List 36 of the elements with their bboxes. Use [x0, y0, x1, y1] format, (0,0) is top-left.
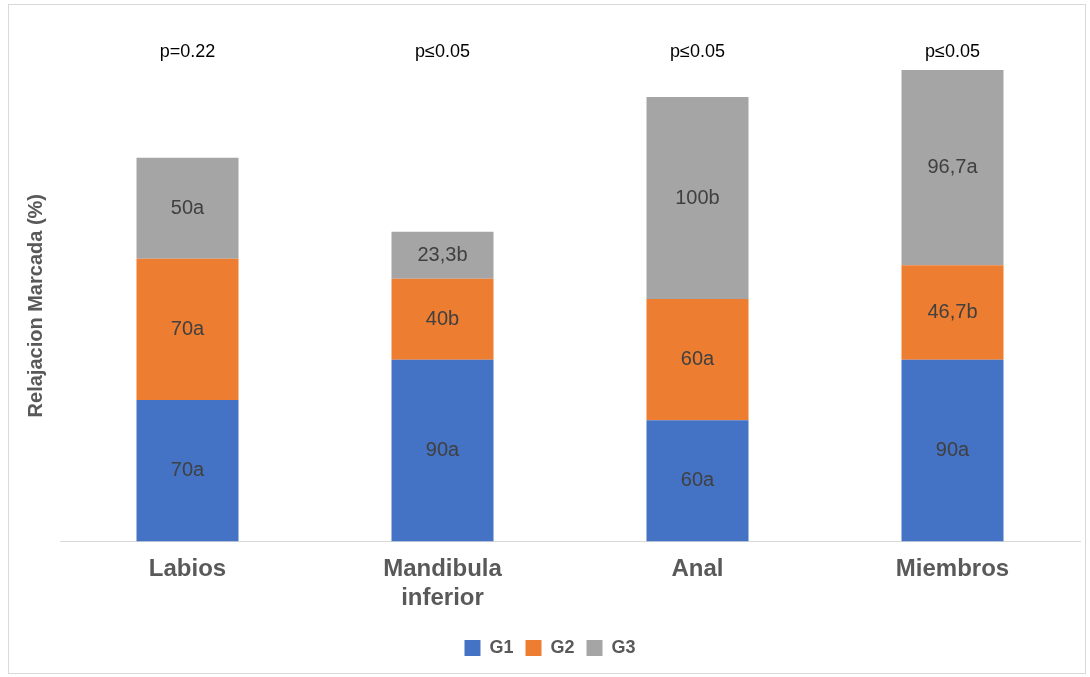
bar	[901, 70, 1004, 266]
x-tick-label: Mandibula inferior	[383, 554, 503, 611]
text: p≤0.05	[415, 40, 470, 61]
data-label: 100b	[675, 185, 720, 208]
bar	[646, 299, 749, 421]
text: p=0.22	[159, 40, 216, 61]
legend-label: G1	[489, 636, 514, 657]
bar	[646, 97, 749, 300]
data-label: 70a	[170, 316, 206, 339]
data-label: 40b	[425, 306, 460, 329]
bar	[136, 400, 239, 542]
legend-label: G3	[611, 636, 636, 657]
data-label: 60a	[680, 347, 716, 370]
data-label: 23,3b	[417, 242, 468, 265]
data-label: 90a	[935, 438, 971, 461]
text: p≤0.05	[670, 40, 725, 61]
x-tick-label: Anal	[671, 554, 724, 582]
bar	[136, 258, 239, 401]
data-label: 60a	[680, 468, 716, 491]
x-tick-label: Miembros	[895, 554, 1010, 582]
bar	[901, 359, 1004, 542]
data-label: 50a	[170, 195, 206, 218]
text: p≤0.05	[925, 40, 980, 61]
x-tick-label: Labios	[148, 554, 227, 582]
y-axis-title: Relajacion Marcada (%)	[23, 193, 46, 418]
legend-label: G2	[550, 636, 575, 657]
bar	[646, 420, 749, 542]
bar	[391, 231, 494, 279]
data-label: 46,7b	[927, 299, 978, 322]
bar	[136, 157, 239, 259]
data-label: 90a	[425, 438, 461, 461]
bar	[391, 278, 494, 360]
data-label: 70a	[170, 458, 206, 481]
bar	[901, 265, 1004, 360]
data-label: 96,7a	[927, 155, 979, 178]
bar	[391, 359, 494, 542]
